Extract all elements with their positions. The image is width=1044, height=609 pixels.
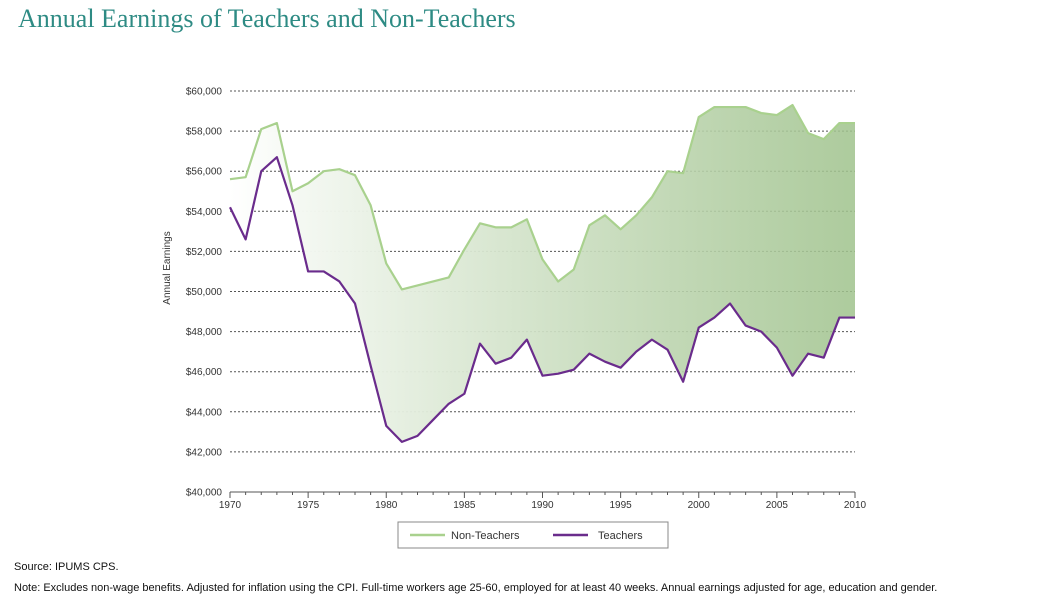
- y-tick-label: $54,000: [186, 207, 223, 218]
- y-tick-label: $42,000: [186, 447, 223, 458]
- gap-fill-area: [230, 105, 855, 442]
- x-tick-label: 2000: [688, 500, 711, 511]
- y-tick-label: $60,000: [186, 87, 223, 98]
- y-tick-label: $58,000: [186, 127, 223, 138]
- y-tick-label: $46,000: [186, 367, 223, 378]
- legend-label-teachers: Teachers: [598, 530, 643, 542]
- series-line-teachers: [229, 156, 855, 443]
- chart-title: Annual Earnings of Teachers and Non-Teac…: [18, 4, 516, 33]
- series-line-non-teachers: [229, 103, 855, 291]
- y-axis-title: Annual Earnings: [162, 231, 173, 304]
- methodology-note: Note: Excludes non-wage benefits. Adjust…: [14, 582, 938, 594]
- series-lines: [229, 103, 855, 443]
- legend-label-non-teachers: Non-Teachers: [451, 530, 520, 542]
- x-tick-label: 1970: [219, 500, 242, 511]
- x-tick-label: 1990: [531, 500, 554, 511]
- y-tick-label: $50,000: [186, 287, 223, 298]
- source-note: Source: IPUMS CPS.: [14, 561, 119, 573]
- x-tick-label: 1985: [453, 500, 476, 511]
- y-tick-label: $52,000: [186, 247, 223, 258]
- x-tick-label: 1980: [375, 500, 398, 511]
- axes: $40,000 $42,000 $44,000 $46,000 $48,000 $50,0…: [186, 87, 867, 512]
- legend: Non-Teachers Teachers: [397, 521, 669, 549]
- x-tick-label: 1995: [610, 500, 633, 511]
- y-tick-label: $56,000: [186, 167, 223, 178]
- x-tick-label: 2010: [844, 500, 867, 511]
- x-tick-label: 1975: [297, 500, 320, 511]
- y-tick-label: $44,000: [186, 407, 223, 418]
- y-tick-label: $48,000: [186, 327, 223, 338]
- y-tick-label: $40,000: [186, 488, 223, 499]
- x-tick-label: 2005: [766, 500, 789, 511]
